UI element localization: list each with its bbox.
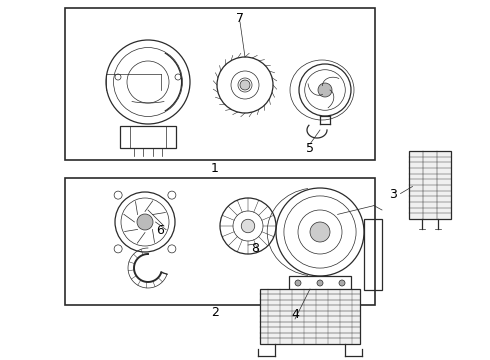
Bar — [409, 151, 451, 219]
Text: 4: 4 — [291, 309, 299, 321]
Text: 6: 6 — [156, 224, 164, 237]
Bar — [364, 219, 382, 290]
Text: 1: 1 — [211, 162, 219, 175]
Circle shape — [295, 280, 301, 286]
Bar — [120, 126, 176, 148]
Text: 5: 5 — [306, 141, 314, 154]
Text: 3: 3 — [389, 189, 397, 202]
Text: 8: 8 — [251, 242, 259, 255]
Circle shape — [137, 214, 153, 230]
Circle shape — [310, 222, 330, 242]
Circle shape — [339, 280, 345, 286]
Bar — [65, 8, 375, 160]
Text: 7: 7 — [236, 12, 244, 24]
Bar — [289, 276, 351, 290]
Bar — [260, 288, 360, 343]
Text: 2: 2 — [211, 306, 219, 320]
Circle shape — [317, 280, 323, 286]
Circle shape — [240, 80, 250, 90]
Circle shape — [318, 83, 332, 97]
Bar — [65, 178, 375, 305]
Circle shape — [241, 219, 255, 233]
Bar — [130, 126, 166, 148]
